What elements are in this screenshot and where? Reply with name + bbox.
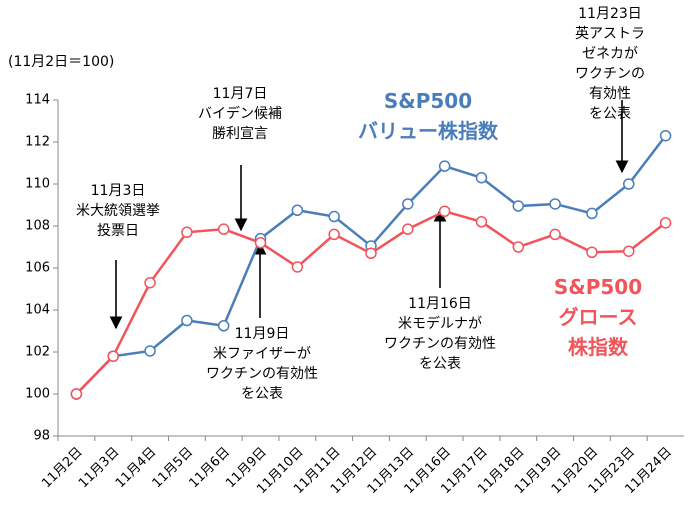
y-tick-label: 112 [25,135,50,150]
marker [107,350,119,362]
marker [549,198,561,210]
annotation: 11月7日 バイデン候補 勝利宣言 [198,86,282,142]
marker [549,228,561,241]
marker [586,207,598,220]
y-label: (11月2日＝100) [8,54,114,70]
marker [438,160,451,172]
marker [402,198,414,210]
marker [144,345,156,357]
annotation: 11月16日 米モデルナが ワクチンの有効性 を公表 [384,296,496,372]
marker [475,171,488,184]
marker [623,245,635,257]
marker [512,200,525,212]
marker [623,178,635,190]
arrows [109,100,629,330]
y-tick-label: 102 [25,345,50,360]
marker [181,314,193,327]
y-tick-label: 106 [25,261,50,276]
marker [586,246,598,258]
y-tick-label: 100 [25,387,50,402]
annotation: 11月9日 米ファイザーが ワクチンの有効性 を公表 [206,326,318,402]
marker [181,226,193,239]
marker [328,210,340,223]
marker [144,276,156,289]
marker [365,247,377,260]
marker [659,217,672,229]
legend-label: S&P500 グロース株指数 [553,275,643,359]
y-tick-label: 104 [25,303,50,318]
marker [217,223,230,235]
y-tick-label: 114 [25,93,50,108]
marker [659,129,672,142]
y-tick-label: 110 [25,177,50,192]
marker [291,261,304,273]
y-tick-label: 98 [33,429,50,444]
marker [475,216,488,228]
annotation: 11月3日 米大統領選挙 投票日 [76,183,160,239]
marker [512,241,525,253]
marker [291,204,304,216]
y-tick-label: 108 [25,219,50,234]
marker [438,205,451,218]
marker [402,223,414,235]
marker [328,228,340,241]
marker [70,388,83,400]
marker [217,320,230,332]
marker [254,237,267,249]
annotation: 11月23日 英アストラゼネカが ワクチンの有効性 を公表 [575,6,645,122]
legend-label: S&P500 バリュー株指数 [358,89,498,143]
